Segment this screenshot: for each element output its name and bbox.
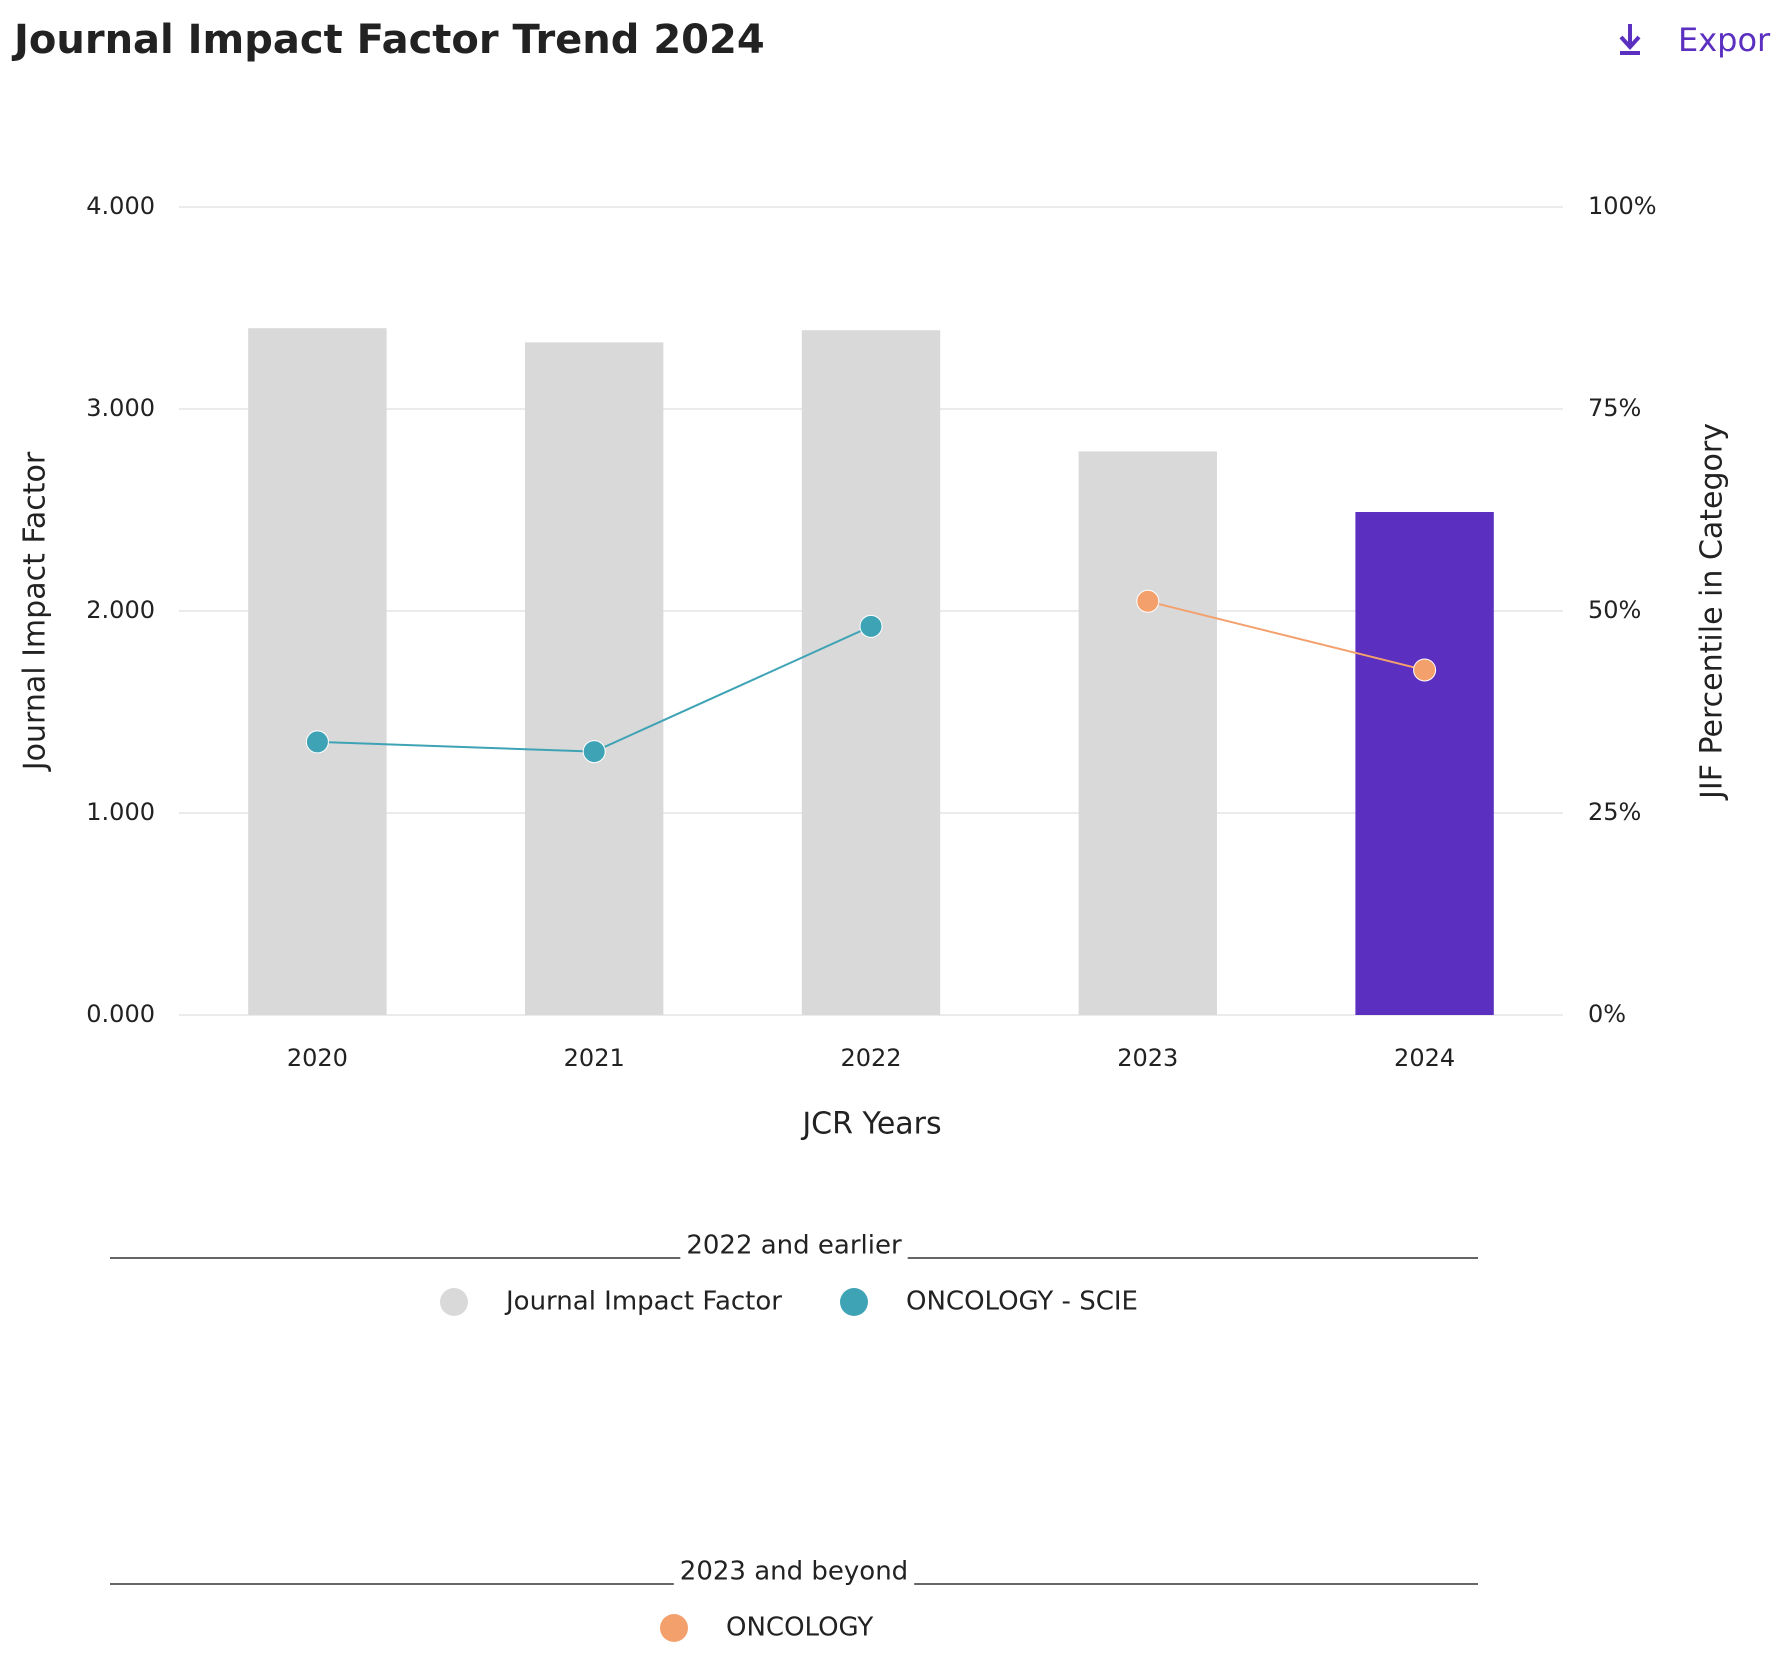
y2-tick-label: 25% bbox=[1588, 798, 1641, 826]
y2-tick-label: 0% bbox=[1588, 1000, 1626, 1028]
legend-label: Journal Impact Factor bbox=[504, 1287, 782, 1317]
y2-tick-label: 100% bbox=[1588, 192, 1657, 220]
y-tick-label: 3.000 bbox=[86, 394, 155, 422]
export-button[interactable]: Expor bbox=[1619, 21, 1771, 59]
x-tick-label: 2020 bbox=[287, 1044, 348, 1072]
line bbox=[1147, 600, 1425, 671]
legend-marker bbox=[660, 1614, 688, 1642]
x-axis-title: JCR Years bbox=[800, 1107, 941, 1142]
x-tick-label: 2021 bbox=[564, 1044, 625, 1072]
export-label[interactable]: Expor bbox=[1678, 21, 1771, 59]
point bbox=[1413, 658, 1437, 682]
legend-label: ONCOLOGY - SCIE bbox=[906, 1287, 1138, 1317]
bar bbox=[248, 328, 387, 1015]
legend-marker bbox=[440, 1288, 468, 1316]
legend-label: ONCOLOGY bbox=[726, 1613, 873, 1643]
chart-title: Journal Impact Factor Trend 2024 bbox=[11, 17, 765, 63]
legend-group-title: 2022 and earlier bbox=[686, 1231, 902, 1261]
legend-group-title: 2023 and beyond bbox=[680, 1557, 908, 1587]
y-tick-label: 2.000 bbox=[86, 596, 155, 624]
y-axis-title: Journal Impact Factor bbox=[18, 451, 53, 772]
y-tick-label: 1.000 bbox=[86, 798, 155, 826]
point bbox=[859, 614, 883, 638]
x-tick-label: 2023 bbox=[1117, 1044, 1178, 1072]
bar bbox=[1078, 451, 1217, 1015]
point bbox=[582, 740, 606, 764]
y2-tick-label: 50% bbox=[1588, 596, 1641, 624]
y2-axis-title: JIF Percentile in Category bbox=[1695, 423, 1730, 801]
y-tick-label: 0.000 bbox=[86, 1000, 155, 1028]
x-tick-label: 2024 bbox=[1394, 1044, 1455, 1072]
bar bbox=[525, 342, 664, 1016]
bar bbox=[1355, 512, 1494, 1015]
legend-marker bbox=[840, 1288, 868, 1316]
x-tick-label: 2022 bbox=[840, 1044, 901, 1072]
point bbox=[1136, 589, 1160, 613]
y2-tick-label: 75% bbox=[1588, 394, 1641, 422]
export-icon bbox=[1619, 24, 1641, 55]
y-tick-label: 4.000 bbox=[86, 192, 155, 220]
point bbox=[305, 730, 329, 754]
bar bbox=[801, 330, 941, 1016]
